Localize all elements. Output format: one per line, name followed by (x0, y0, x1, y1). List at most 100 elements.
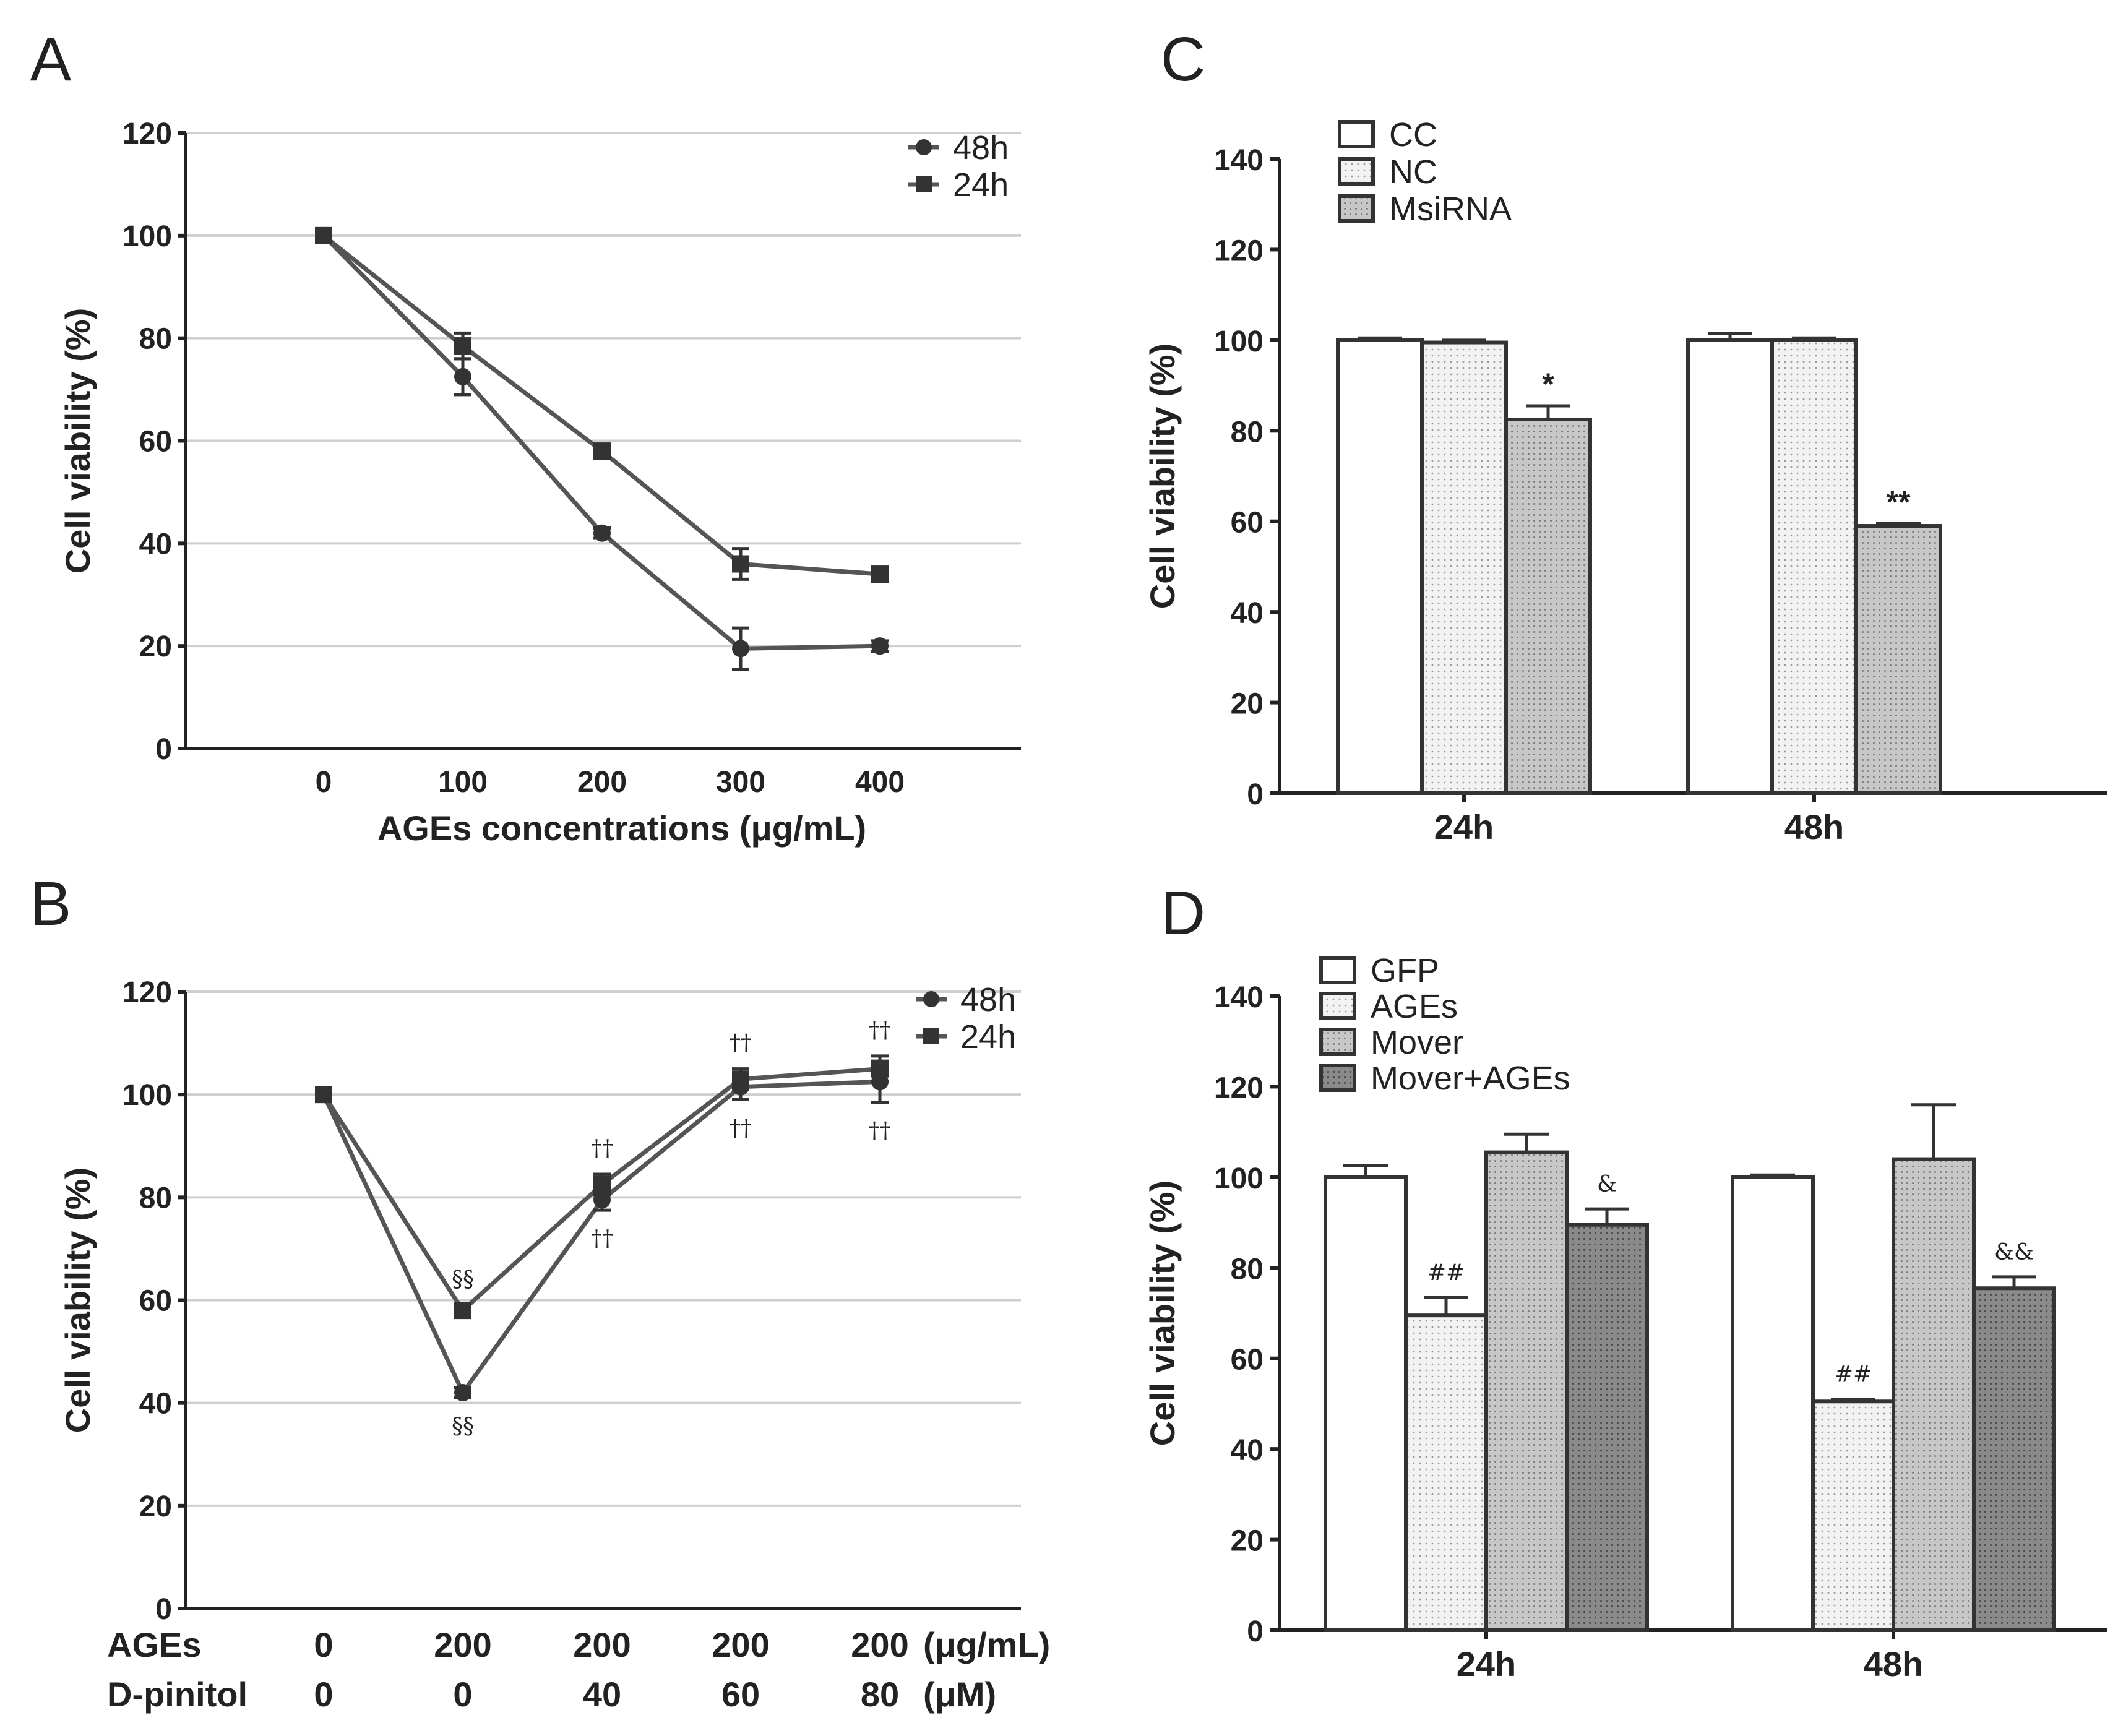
y-axis-title: Cell viability (%) (1143, 1180, 1182, 1446)
y-tick-label: 20 (139, 630, 172, 663)
data-point-48h (454, 1384, 471, 1402)
y-tick-label: 80 (139, 323, 172, 356)
data-point-48h (871, 637, 889, 655)
significance-mark: †† (869, 1018, 891, 1043)
legend-label: 24h (960, 1018, 1016, 1055)
row-label-value: 0 (314, 1675, 333, 1714)
y-tick-label: 40 (1231, 1434, 1263, 1467)
row-label-name: D-pinitol (107, 1675, 248, 1714)
panel-letter: D (1161, 879, 1205, 948)
row-label-unit: (μM) (923, 1675, 996, 1714)
x-tick-label: 400 (855, 766, 905, 799)
y-tick-label: 40 (139, 528, 172, 561)
bar-AGEs (1811, 1399, 1895, 1632)
row-label-value: 0 (453, 1675, 472, 1714)
legend-label: AGEs (1371, 988, 1458, 1025)
y-tick-label: 80 (1231, 416, 1263, 449)
y-tick-label: 140 (1214, 144, 1263, 177)
row-label-value: 200 (712, 1625, 769, 1664)
y-tick-label: 80 (139, 1182, 172, 1214)
panel-letter: B (30, 869, 72, 939)
series-line-48h (322, 234, 880, 651)
legend-swatch (1319, 1028, 1356, 1056)
legend-swatch (1319, 956, 1356, 984)
significance-mark: †† (591, 1226, 613, 1252)
legend-label: Mover (1371, 1024, 1463, 1061)
y-tick-label: 60 (1231, 507, 1263, 539)
y-tick-label: 100 (1214, 1162, 1263, 1195)
y-tick-label: 140 (1214, 981, 1263, 1014)
legend-square-icon (923, 1028, 939, 1044)
x-tick-label: 48h (1784, 807, 1845, 846)
legend-swatch (1338, 120, 1375, 148)
y-tick-label: 80 (1231, 1253, 1263, 1286)
data-point-24h (593, 442, 611, 460)
row-label-value: 60 (721, 1675, 760, 1714)
data-point-48h (732, 640, 749, 658)
x-tick-label: 200 (577, 766, 627, 799)
significance-mark: ## (1427, 1260, 1465, 1286)
y-axis-title: Cell viability (%) (58, 308, 97, 574)
significance-mark: & (1597, 1172, 1617, 1197)
bar-Mover+AGEs (1565, 1223, 1649, 1633)
data-point-48h (454, 367, 471, 385)
y-tick-label: 120 (123, 976, 172, 1009)
legend-swatch (1319, 1064, 1356, 1092)
y-tick-label: 60 (139, 1285, 172, 1318)
legend-label: CC (1389, 116, 1437, 153)
series-line-24h (322, 234, 880, 577)
significance-mark: †† (869, 1119, 891, 1144)
row-label-value: 200 (851, 1625, 908, 1664)
bar-CC (1686, 338, 1774, 795)
y-tick-label: 100 (123, 1079, 172, 1112)
bar-MsiRNA (1504, 417, 1592, 795)
data-point-24h (315, 226, 332, 244)
panel-d: D 0 20 40 60 80 100 120 140 Cell viability (%) 24h… (1143, 879, 2107, 1683)
legend-label: NC (1389, 153, 1437, 191)
y-tick-label: 120 (123, 118, 172, 150)
data-point-24h (593, 1175, 611, 1193)
legend-circle-icon (923, 991, 939, 1007)
bar-NC (1770, 338, 1858, 795)
y-tick-label: 0 (1247, 1615, 1263, 1648)
significance-mark: * (1542, 367, 1554, 402)
legend-circle-icon (916, 139, 932, 155)
legend-label: GFP (1371, 952, 1439, 989)
legend-swatch (1319, 992, 1356, 1020)
y-tick-label: 20 (1231, 688, 1263, 721)
y-tick-label: 0 (1247, 778, 1263, 811)
y-tick-label: 100 (1214, 325, 1263, 358)
y-tick-label: 0 (155, 733, 172, 766)
panel-a: A 0 20 40 60 80 100 120 Cell viability (%) 0 100 20… (30, 25, 1021, 848)
data-point-24h (454, 337, 471, 355)
y-tick-label: 120 (1214, 234, 1263, 267)
x-tick-label: 24h (1434, 807, 1494, 846)
row-label-value: 200 (434, 1625, 491, 1664)
legend-label: Mover+AGEs (1371, 1060, 1570, 1097)
data-point-48h (593, 524, 611, 542)
y-axis-title: Cell viability (%) (58, 1167, 97, 1433)
data-point-24h (871, 1060, 889, 1078)
data-point-24h (732, 1070, 749, 1088)
significance-mark: §§ (452, 1414, 474, 1439)
y-tick-label: 20 (139, 1490, 172, 1523)
significance-mark: ## (1835, 1362, 1872, 1388)
bar-NC (1420, 340, 1508, 795)
x-axis-title: AGEs concentrations (μg/mL) (377, 809, 866, 848)
significance-mark: §§ (452, 1267, 474, 1292)
y-axis-title: Cell viability (%) (1143, 343, 1182, 609)
row-label-value: 80 (861, 1675, 899, 1714)
y-tick-label: 0 (155, 1593, 172, 1626)
data-point-24h (871, 565, 889, 583)
row-label-unit: (μg/mL) (923, 1625, 1050, 1664)
significance-mark: †† (591, 1136, 613, 1161)
bar-GFP (1324, 1175, 1408, 1633)
y-tick-label: 100 (123, 220, 172, 253)
row-label-value: 0 (314, 1625, 333, 1664)
legend-square-icon (916, 176, 932, 192)
significance-mark: †† (730, 1115, 752, 1141)
panel-c: C 0 20 40 60 80 100 120 140 Cell viability (%) 24h… (1143, 25, 2107, 846)
x-tick-label: 100 (438, 766, 488, 799)
